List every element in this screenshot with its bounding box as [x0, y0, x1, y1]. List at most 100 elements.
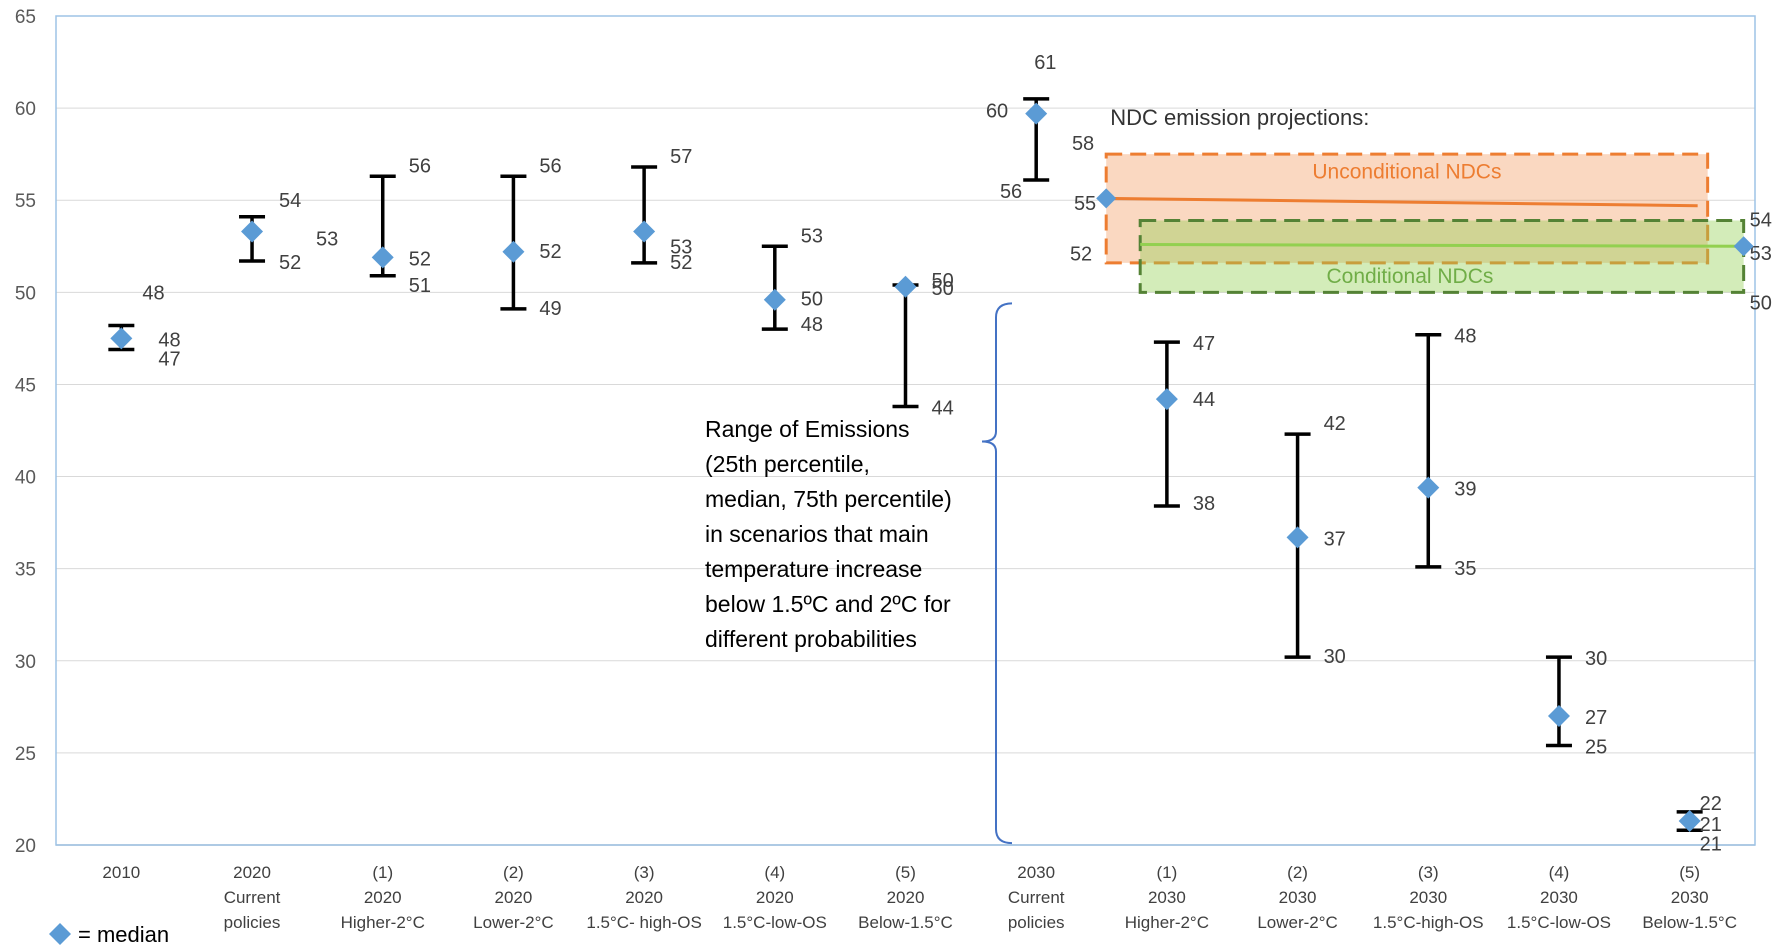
low-value-label: 51 [409, 275, 431, 297]
unconditional-ndc-line [1106, 196, 1698, 208]
low-value-label: 52 [279, 252, 301, 274]
median-marker [1025, 102, 1048, 125]
x-tick-label: 2010 [102, 863, 140, 882]
x-tick-line: Lower-2°C [1257, 913, 1338, 932]
scenario-2: 56 52 51 [369, 155, 431, 297]
x-tick-label: (4) 2030 1.5°C-low-OS [1507, 863, 1611, 932]
median-marker [1155, 388, 1178, 411]
y-tick-label: 25 [15, 744, 36, 765]
x-tick-label: (1) 2030 Higher-2°C [1125, 863, 1209, 932]
x-tick-line: Current [224, 888, 281, 907]
high-value-label: 56 [539, 155, 561, 177]
high-value-label: 48 [142, 282, 164, 304]
median-marker [1286, 526, 1309, 549]
x-tick-line: (4) [764, 863, 785, 882]
high-value-label: 53 [801, 225, 823, 247]
x-axis: 2010 2020 Current policies (1) 2020 Higher-2°C… [102, 863, 1737, 932]
scenario-9: 42 37 30 [1284, 413, 1346, 668]
x-tick-label: (3) 2030 1.5°C-high-OS [1373, 863, 1484, 932]
x-tick-line: 1.5°C-high-OS [1373, 913, 1484, 932]
x-tick-line: (5) [1679, 863, 1700, 882]
scenario-7: 61 60 56 [986, 52, 1057, 203]
x-tick-line: (3) [1418, 863, 1439, 882]
low-value-label: 35 [1454, 558, 1476, 580]
x-tick-label: (5) 2020 Below-1.5°C [858, 863, 953, 932]
median-value-label: 44 [1193, 389, 1215, 411]
y-tick-label: 35 [15, 560, 36, 581]
ndc-value-labels: 58 55 52 54 53 50 [1070, 133, 1772, 315]
median-value-label: 53 [670, 237, 692, 259]
annotation-line: below 1.5ºC and 2ºC for [705, 591, 951, 617]
y-tick-label: 45 [15, 375, 36, 396]
x-tick-line: (1) [1156, 863, 1177, 882]
x-tick-line: (2) [503, 863, 524, 882]
annotation-line: temperature increase [705, 556, 922, 582]
x-tick-line: 1.5°C-low-OS [1507, 913, 1611, 932]
low-value-label: 56 [1000, 181, 1022, 203]
median-marker [502, 240, 525, 263]
x-tick-line: 2020 [495, 888, 533, 907]
plot-frame [55, 15, 1756, 846]
median-value-label: 50 [801, 289, 823, 311]
x-tick-line: Below-1.5°C [858, 913, 953, 932]
ndc-conditional-value: 50 [1750, 293, 1772, 315]
x-tick-line: 2030 [1540, 888, 1578, 907]
range-bracket [981, 302, 1013, 845]
x-tick-line: 2030 [1148, 888, 1186, 907]
y-tick-label: 50 [15, 283, 36, 304]
x-tick-line: Below-1.5°C [1642, 913, 1737, 932]
median-marker [1417, 476, 1440, 499]
median-value-label: 50 [932, 278, 954, 300]
x-tick-line: 2020 [625, 888, 663, 907]
x-tick-line: (1) [372, 863, 393, 882]
median-value-label: 27 [1585, 707, 1607, 729]
range-annotation: Range of Emissions (25th percentile, media… [705, 302, 1013, 845]
x-tick-line: policies [224, 913, 281, 932]
y-tick-label: 40 [15, 468, 36, 489]
high-value-label: 30 [1585, 648, 1607, 670]
x-tick-line: 2030 [1017, 863, 1055, 882]
conditional-ndc-box [1138, 218, 1746, 294]
median-value-label: 53 [316, 229, 338, 251]
x-tick-line: policies [1008, 913, 1065, 932]
x-tick-line: 2010 [102, 863, 140, 882]
x-tick-label: (2) 2020 Lower-2°C [473, 863, 554, 932]
x-tick-line: Current [1008, 888, 1065, 907]
median-marker [110, 327, 133, 350]
annotation-line: in scenarios that main [705, 521, 929, 547]
x-tick-line: (4) [1549, 863, 1570, 882]
x-tick-label: 2020 Current policies [224, 863, 281, 932]
low-value-label: 44 [932, 398, 954, 420]
conditional-ndc-line [1140, 242, 1744, 248]
low-value-label: 25 [1585, 737, 1607, 759]
median-value-label: 48 [158, 329, 180, 351]
median-marker [763, 288, 786, 311]
x-tick-label: (3) 2020 1.5°C- high-OS [586, 863, 701, 932]
y-tick-label: 65 [15, 7, 36, 28]
x-tick-line: (3) [634, 863, 655, 882]
median-value-label: 52 [409, 248, 431, 270]
ndc-conditional-value: 53 [1750, 243, 1772, 265]
x-tick-line: 2020 [756, 888, 794, 907]
legend: = median [49, 922, 169, 947]
x-tick-label: (2) 2030 Lower-2°C [1257, 863, 1338, 932]
low-value-label: 52 [670, 252, 692, 274]
low-value-label: 49 [539, 298, 561, 320]
median-marker [241, 220, 264, 243]
y-tick-label: 55 [15, 191, 36, 212]
y-axis: 20 25 30 35 40 45 50 55 60 65 [15, 7, 36, 857]
x-tick-label: (1) 2020 Higher-2°C [341, 863, 425, 932]
median-value-label: 21 [1700, 814, 1722, 836]
high-value-label: 42 [1324, 413, 1346, 435]
x-tick-line: 2030 [1671, 888, 1709, 907]
annotation-line: (25th percentile, [705, 451, 870, 477]
median-marker [371, 246, 394, 269]
ndc-unconditional-value: 55 [1074, 193, 1096, 215]
high-value-label: 47 [1193, 333, 1215, 355]
low-value-label: 48 [801, 314, 823, 336]
median-marker [1678, 810, 1701, 833]
